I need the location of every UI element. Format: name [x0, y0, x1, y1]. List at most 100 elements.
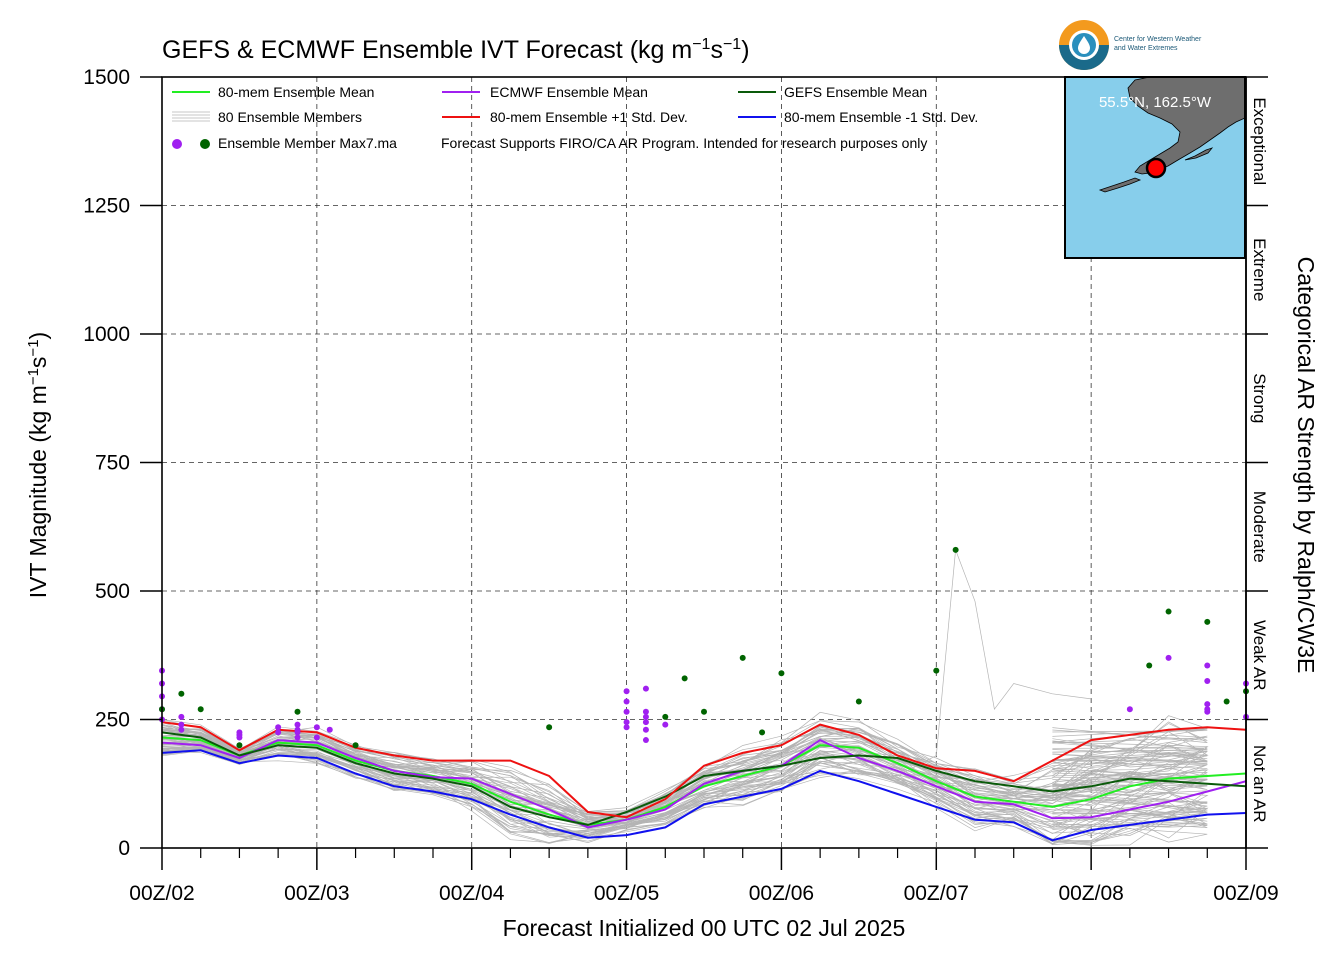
ecmwf-max-dot: [1204, 662, 1211, 669]
gefs-max-dot: [933, 667, 940, 674]
inset-map: 55.5°N, 162.5°W: [1064, 76, 1246, 259]
x-tick-label: 00Z/07: [904, 882, 969, 905]
ecmwf-max-dot: [642, 685, 649, 692]
location-marker-icon: [1145, 157, 1167, 179]
ecmwf-max-dot: [642, 726, 649, 733]
ensemble-member-line: [162, 730, 1208, 822]
legend-minus-sd: 80-mem Ensemble -1 Std. Dev.: [784, 109, 978, 125]
category-label: Extreme: [1250, 238, 1269, 301]
x-tick-label: 00Z/04: [439, 882, 505, 905]
ecmwf-max-dot: [1204, 677, 1211, 684]
ensemble-member-line: [162, 749, 1208, 843]
gefs-max-dot: [178, 690, 185, 697]
ecmwf-max-dot: [178, 713, 185, 720]
gefs-max-dot: [952, 546, 959, 553]
x-axis-label: Forecast Initialized 00 UTC 02 Jul 2025: [503, 915, 906, 941]
cw3e-logo: Center for Western Weather and Water Ext…: [1059, 20, 1202, 70]
ecmwf-max-dot: [642, 719, 649, 726]
ecmwf-max-dot: [623, 724, 630, 731]
y-tick-label: 500: [95, 580, 130, 603]
water-drop-icon: [1078, 36, 1090, 54]
category-label: Strong: [1250, 373, 1269, 423]
legend-members-swatch: [172, 111, 210, 122]
ecmwf-max-dot: [326, 726, 333, 733]
y-axis-label: IVT Magnitude (kg m−1s−1): [25, 332, 51, 598]
gefs-max-dot: [546, 724, 553, 731]
ensemble-member-line: [162, 722, 1208, 817]
ecmwf-max-dot: [294, 721, 301, 728]
ecmwf-max-dot: [178, 726, 185, 733]
ecmwf-max-dot: [623, 688, 630, 695]
legend: 80-mem Ensemble Mean ECMWF Ensemble Mean…: [172, 84, 978, 151]
x-tick-label: 00Z/06: [749, 882, 814, 905]
x-tick-label: 00Z/05: [594, 882, 659, 905]
ensemble-member-line: [162, 737, 1209, 828]
gefs-max-dot: [1146, 662, 1153, 669]
ecmwf-max-dot: [313, 724, 320, 731]
y-tick-label: 750: [95, 452, 130, 475]
ecmwf-max-dot: [623, 698, 630, 705]
ecmwf-max-dot: [294, 729, 301, 736]
gefs-max-dot: [1223, 698, 1230, 705]
y-tick-label: 1250: [83, 195, 130, 218]
ecmwf-max-dot: [236, 734, 243, 741]
logo-line2: and Water Extremes: [1114, 45, 1178, 52]
minus-sd-line: [162, 749, 1246, 842]
max-dots: [159, 546, 1249, 749]
category-axis-label: Categorical AR Strength by Ralph/CW3E: [1293, 257, 1319, 674]
ecmwf-max-dot: [294, 734, 301, 741]
legend-mean80: 80-mem Ensemble Mean: [218, 84, 374, 100]
ecmwf-max-dot: [1204, 701, 1211, 708]
gefs-mean-line: [162, 731, 1246, 826]
mean80-line: [162, 736, 1246, 826]
legend-max-dots: Ensemble Member Max7.ma: [218, 135, 397, 151]
ecmwf-max-dot: [662, 721, 669, 728]
gefs-max-dot: [855, 698, 862, 705]
ecmwf-max-dot: [623, 708, 630, 715]
legend-ecmwf-mean: ECMWF Ensemble Mean: [490, 84, 648, 100]
ecmwf-max-dot: [642, 713, 649, 720]
x-axis: 00Z/02 00Z/03 00Z/04 00Z/05 00Z/06 00Z/07 00Z/…: [129, 848, 1279, 905]
category-label: Moderate: [1250, 491, 1269, 563]
y-tick-label: 0: [118, 837, 130, 860]
ensemble-members: [162, 549, 1209, 846]
gefs-max-dot: [352, 742, 359, 749]
gefs-max-dot: [236, 742, 243, 749]
ensemble-member-line: [162, 738, 1208, 830]
ecmwf-max-dot: [313, 734, 320, 741]
ecmwf-max-dot: [642, 737, 649, 744]
ensemble-member-line: [162, 748, 1208, 843]
legend-note: Forecast Supports FIRO/CA AR Program. In…: [441, 135, 927, 151]
ensemble-member-line: [162, 729, 1208, 819]
gefs-max-dot: [1165, 608, 1172, 615]
category-label: Exceptional: [1250, 97, 1269, 185]
category-axis: Not an AR Weak AR Moderate Strong Extreme Exc…: [1245, 76, 1269, 849]
x-tick-label: 00Z/09: [1213, 882, 1278, 905]
gefs-max-dot: [778, 670, 785, 677]
y-tick-label: 1000: [83, 323, 130, 346]
series-lines: [162, 721, 1246, 842]
y-axis: 0 250 500 750 1000 1250 1500: [83, 66, 162, 860]
legend-gefs-dot: [200, 139, 210, 149]
gefs-max-dot: [662, 713, 669, 720]
ensemble-member-line: [162, 719, 1208, 814]
x-tick-label: 00Z/03: [284, 882, 349, 905]
gefs-max-dot: [1204, 618, 1211, 625]
gefs-max-dot: [681, 675, 688, 682]
plus-sd-line: [162, 721, 1246, 819]
alaska-land: [1127, 76, 1246, 175]
chart-title: GEFS & ECMWF Ensemble IVT Forecast (kg m…: [162, 36, 750, 64]
gefs-max-dot: [197, 706, 204, 713]
category-label: Not an AR: [1250, 745, 1269, 823]
ecmwf-max-dot: [1204, 708, 1211, 715]
category-label: Weak AR: [1250, 620, 1269, 691]
ecmwf-max-dot: [642, 708, 649, 715]
aleutian-islands: [1098, 177, 1142, 193]
legend-ecmwf-dot: [172, 139, 182, 149]
ecmwf-max-dot: [623, 719, 630, 726]
legend-members: 80 Ensemble Members: [218, 109, 362, 125]
y-tick-label: 1500: [83, 66, 130, 89]
x-tick-label: 00Z/08: [1058, 882, 1123, 905]
x-tick-label: 00Z/02: [129, 882, 194, 905]
